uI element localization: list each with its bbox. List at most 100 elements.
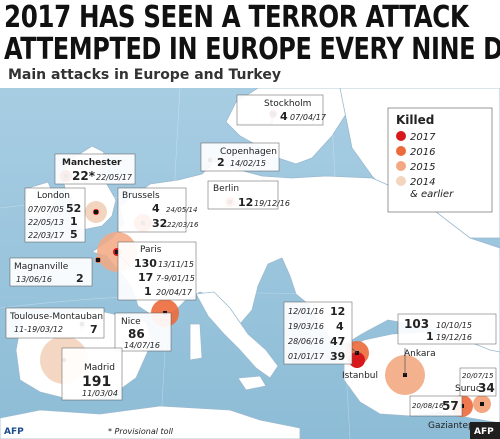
land-italy (195, 291, 279, 379)
label-box-stockholm (236, 94, 324, 126)
killed-istanbul-3: 47 (330, 335, 345, 348)
date-brussels-2: 22/03/16 (167, 221, 199, 229)
killed-madrid: 191 (82, 374, 111, 390)
killed-paris-2: 17 (138, 271, 153, 284)
subtitle: Main attacks in Europe and Turkey (8, 67, 281, 83)
killed-istanbul-2: 4 (336, 320, 344, 333)
city-label-manchester: Manchester (62, 158, 122, 168)
city-label-berlin: Berlin (213, 184, 239, 194)
killed-istanbul-1: 12 (330, 305, 345, 318)
marker-istanbul-2017 (349, 352, 365, 368)
legend-box (387, 107, 493, 213)
date-magnanville: 13/06/16 (16, 275, 52, 284)
city-point-paris (115, 250, 119, 254)
date-toulouse: 11-19/03/12 (14, 325, 63, 334)
date-suruc: 20/07/15 (462, 372, 494, 380)
legend-label-2015: 2015 (410, 162, 435, 173)
legend-swatch-2015 (396, 161, 406, 171)
killed-nice: 86 (128, 327, 145, 341)
date-london-3: 22/03/17 (28, 231, 65, 240)
date-ankara-2: 19/12/16 (436, 333, 472, 342)
city-label-copenhagen: Copenhagen (220, 147, 277, 157)
city-label-ankara: Ankara (404, 349, 436, 359)
date-brussels-1: 24/05/14 (166, 206, 197, 214)
city-label-gaziantep: Gaziantep (428, 421, 474, 431)
label-box-gaziantep (409, 395, 463, 417)
killed-gaziantep: 57 (442, 399, 459, 413)
killed-london-3: 5 (70, 228, 78, 241)
killed-london-1: 52 (66, 202, 81, 215)
date-ankara-1: 10/10/15 (436, 321, 472, 330)
killed-stockholm: 4 (280, 110, 288, 123)
city-label-toulouse: Toulouse-Montauban (9, 312, 103, 322)
legend-title: Killed (396, 113, 434, 127)
date-istanbul-1: 12/01/16 (288, 307, 324, 316)
legend-label-2016: 2016 (410, 147, 435, 158)
corner-badge-text: AFP (474, 427, 494, 437)
label-box-brussels (117, 187, 187, 233)
watermark-globe-icon (326, 222, 374, 270)
headline-line-1: 2017 HAS SEEN A TERROR ATTACK (4, 0, 469, 35)
label-box-magnanville (9, 257, 93, 287)
label-box-london (24, 187, 86, 243)
killed-istanbul-4: 39 (330, 350, 345, 363)
graticule-line (0, 292, 500, 309)
label-box-madrid (61, 347, 123, 401)
city-label-magnanville: Magnanville (14, 262, 69, 272)
killed-london-2: 1 (70, 215, 78, 228)
corner-badge (470, 422, 500, 439)
killed-suruc: 34 (478, 381, 495, 395)
watermark: AFP (205, 235, 279, 275)
legend: Killed 2017 2016 2015 2014 & earlier (387, 107, 493, 213)
killed-ankara-1: 103 (404, 317, 429, 331)
date-berlin: 19/12/16 (254, 199, 290, 208)
legend-swatch-2014 (396, 176, 406, 186)
city-point-london (94, 210, 98, 214)
date-paris-2: 7-9/01/15 (156, 274, 195, 283)
date-nice: 14/07/16 (124, 341, 160, 350)
date-london-1: 07/07/05 (28, 205, 64, 214)
city-label-istanbul: Istanbul (342, 371, 378, 381)
city-point-suruc (480, 402, 484, 406)
legend-sublabel-2014: & earlier (410, 189, 454, 200)
killed-berlin: 12 (238, 196, 253, 209)
date-paris-1: 13/11/15 (158, 260, 194, 269)
date-stockholm: 07/04/17 (290, 113, 327, 122)
legend-swatch-2016 (396, 146, 406, 156)
killed-brussels-2: 32 (152, 217, 167, 230)
land-north-africa (0, 405, 301, 439)
land-sicily (237, 375, 267, 391)
label-box-berlin (207, 180, 279, 210)
date-paris-3: 20/04/17 (156, 288, 193, 297)
label-box-nice (114, 312, 172, 352)
killed-magnanville: 2 (76, 272, 84, 285)
legend-label-2017: 2017 (410, 132, 436, 143)
map-svg: AFP (0, 87, 500, 439)
graticule-line (329, 87, 351, 439)
killed-paris-3: 1 (144, 285, 152, 298)
killed-brussels-1: 4 (152, 202, 160, 215)
date-gaziantep: 20/08/16 (412, 402, 444, 410)
label-box-paris (117, 241, 197, 301)
date-istanbul-3: 28/06/16 (288, 337, 324, 346)
label-box-toulouse (5, 307, 105, 339)
date-copenhagen: 14/02/15 (230, 159, 266, 168)
label-box-copenhagen (200, 142, 280, 172)
killed-paris-1: 130 (134, 257, 157, 270)
date-london-2: 22/05/13 (28, 218, 64, 227)
land-sardinia (189, 323, 203, 361)
footnote: * Provisional toll (108, 427, 174, 436)
credit: AFP (4, 427, 24, 437)
city-label-nice: Nice (121, 317, 141, 327)
date-istanbul-2: 19/03/16 (288, 322, 324, 331)
map: AFP (0, 87, 500, 439)
label-boxes (5, 94, 497, 417)
city-label-suruc: Suruc (455, 384, 481, 394)
label-box-ankara (397, 313, 497, 345)
killed-ankara-2: 1 (426, 330, 434, 343)
legend-label-2014: 2014 (410, 177, 435, 188)
date-istanbul-4: 01/01/17 (288, 352, 325, 361)
label-box-manchester (54, 153, 136, 185)
legend-swatch-2017 (396, 131, 406, 141)
